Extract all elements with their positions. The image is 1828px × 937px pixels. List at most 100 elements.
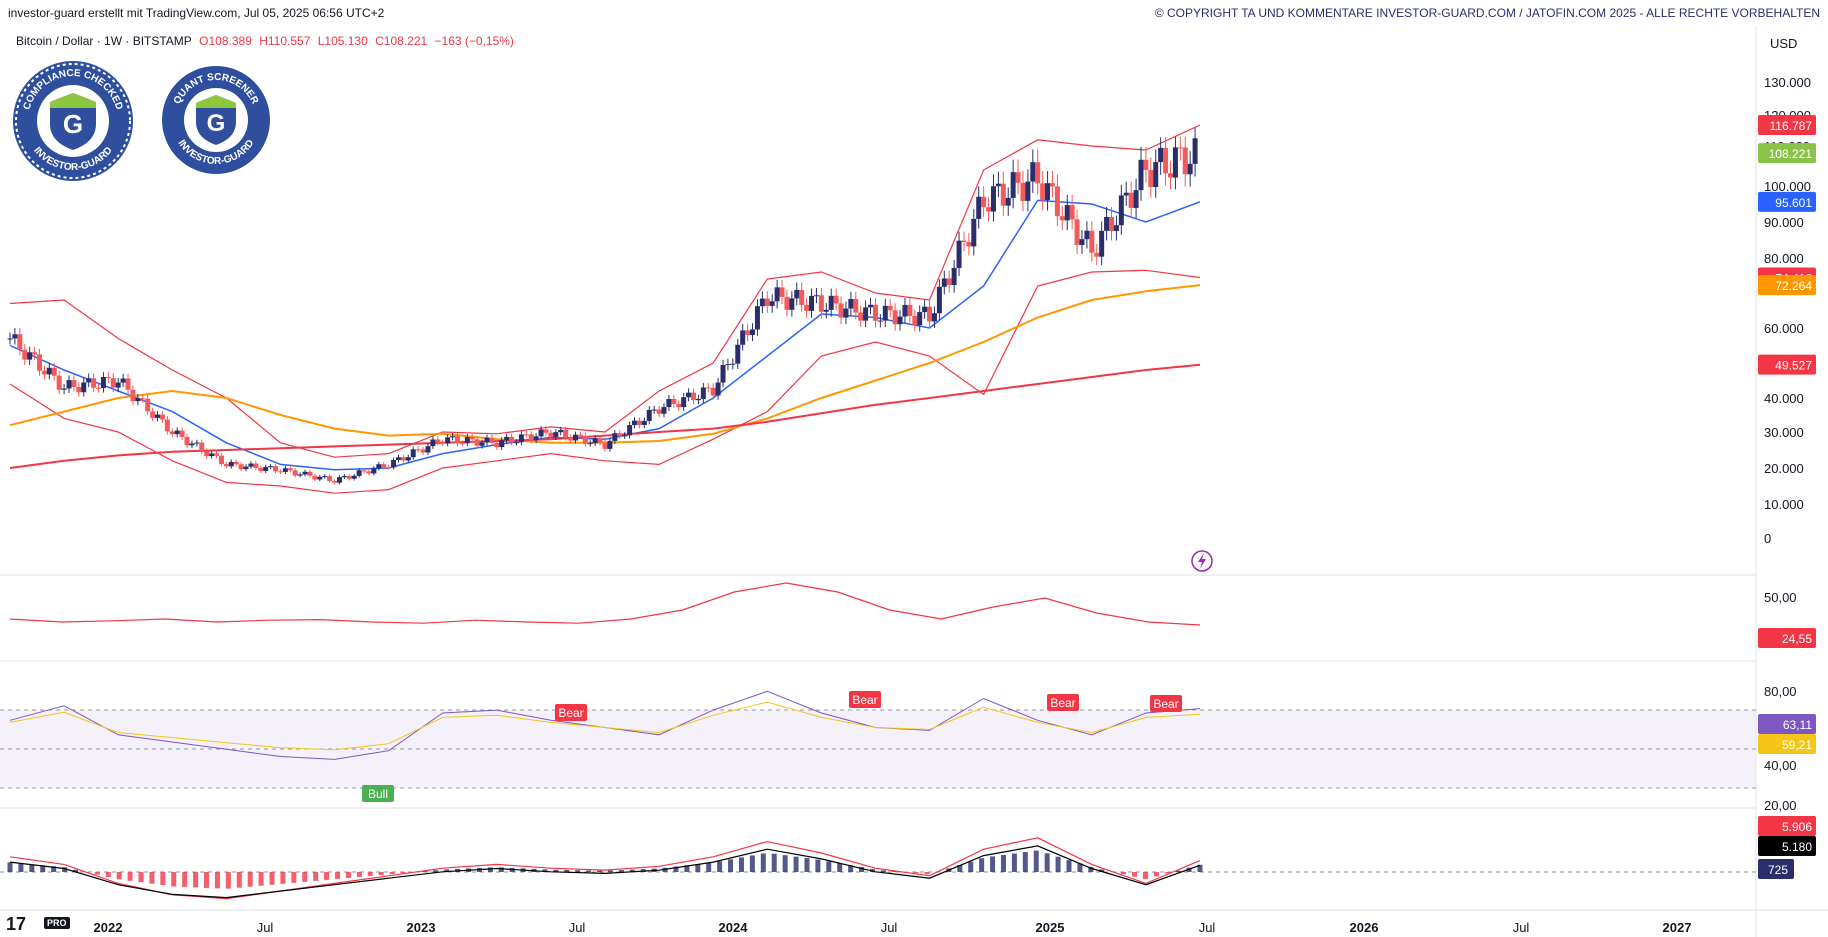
macd-histogram-bar xyxy=(859,867,865,872)
candle-body xyxy=(705,387,711,389)
candle-body xyxy=(976,196,982,219)
series-line-ma-20 xyxy=(9,199,1201,471)
candle-body xyxy=(1045,183,1051,201)
candle-body xyxy=(572,434,578,441)
candle-body xyxy=(100,376,106,389)
candle-body xyxy=(292,470,298,476)
candle-body xyxy=(720,364,726,383)
macd-pane[interactable]: 5.906 5.180 725 xyxy=(0,816,1816,900)
time-tick-label: 2024 xyxy=(719,920,749,935)
time-axis[interactable]: 2022 Jul 2023 Jul 2024 Jul 2025 Jul 2026 Jul 2027 xyxy=(94,920,1692,935)
candle-body xyxy=(312,475,318,480)
candle-body xyxy=(931,313,937,322)
candle-body xyxy=(135,398,141,402)
symbol-name[interactable]: Bitcoin / Dollar · 1W · BITSTAMP xyxy=(16,34,192,48)
candle-body xyxy=(17,334,23,350)
candle-body xyxy=(1172,147,1178,178)
candle-body xyxy=(548,432,554,437)
price-unit-label[interactable]: USD xyxy=(1770,36,1797,51)
price-tick-label: 0 xyxy=(1764,531,1771,546)
main-price-pane[interactable] xyxy=(7,124,1201,494)
candle-body xyxy=(253,463,259,468)
candle-body xyxy=(922,306,928,313)
candle-body xyxy=(794,289,800,299)
macd-histogram-bar xyxy=(258,872,264,886)
macd-histogram-bar xyxy=(1099,869,1105,872)
volatility-pane[interactable]: 50,00 24,55 xyxy=(9,582,1816,648)
candle-body xyxy=(356,470,362,476)
candle-body xyxy=(818,295,824,312)
price-label: 49.527 xyxy=(1775,359,1812,373)
macd-histogram-bar xyxy=(1121,872,1127,875)
candle-body xyxy=(125,378,131,390)
macd-histogram-bar xyxy=(1197,864,1203,872)
macd-histogram-bar xyxy=(990,856,996,872)
candle-body xyxy=(1084,230,1090,240)
macd-histogram-bar xyxy=(1088,866,1094,872)
rsi-pane[interactable]: 80,00 40,00 20,00 63,11 59,21 Bull Bear Bear Bea… xyxy=(0,684,1816,813)
candle-body xyxy=(1035,162,1041,184)
candle-body xyxy=(120,378,126,383)
candle-body xyxy=(1148,170,1154,187)
candle-body xyxy=(420,449,426,453)
candle-body xyxy=(656,409,662,414)
candle-body xyxy=(627,425,633,436)
macd-histogram-bar xyxy=(62,867,68,872)
candle-body xyxy=(523,434,529,436)
macd-histogram-bar xyxy=(389,872,395,875)
candle-body xyxy=(877,320,883,322)
candle-body xyxy=(779,287,785,297)
macd-histogram-bar xyxy=(291,872,297,883)
candle-body xyxy=(897,316,903,325)
candle-body xyxy=(440,442,446,444)
candle-body xyxy=(243,466,249,470)
candle-body xyxy=(602,442,608,449)
candle-body xyxy=(317,476,323,480)
candle-body xyxy=(218,455,224,465)
candle-body xyxy=(484,437,490,443)
candle-body xyxy=(1089,230,1095,253)
candle-body xyxy=(81,382,87,393)
candle-body xyxy=(430,439,436,447)
price-axis[interactable]: 130.000120.000110.000100.00090.00080.000… xyxy=(1758,36,1816,546)
candle-body xyxy=(248,463,254,467)
macd-histogram-bar xyxy=(498,867,504,872)
time-tick-label: 2023 xyxy=(407,920,436,935)
series-line-lower-bb xyxy=(9,269,1201,494)
candle-body xyxy=(361,470,367,472)
candle-body xyxy=(686,392,692,398)
candle-body xyxy=(568,437,574,441)
candle-body xyxy=(164,419,170,432)
candle-body xyxy=(971,218,977,247)
candle-body xyxy=(204,450,210,457)
candle-body xyxy=(1163,147,1169,174)
rsi-tick-label: 80,00 xyxy=(1764,684,1797,699)
candle-body xyxy=(735,344,741,364)
tradingview-logo[interactable]: 17 xyxy=(6,914,27,934)
candle-body xyxy=(41,370,47,375)
macd-histogram-bar xyxy=(1153,872,1159,877)
candle-body xyxy=(833,295,839,304)
price-label-bg xyxy=(1758,354,1816,375)
candle-body xyxy=(509,436,515,443)
lightning-icon[interactable] xyxy=(1191,550,1213,572)
macd-histogram-bar xyxy=(269,872,275,885)
candle-body xyxy=(1074,219,1080,245)
candle-body xyxy=(459,443,465,445)
macd-histogram-bar xyxy=(891,871,897,872)
candle-body xyxy=(946,278,952,286)
series-line-ma-100 xyxy=(9,284,1201,444)
symbol-info[interactable]: Bitcoin / Dollar · 1W · BITSTAMP O108.38… xyxy=(16,34,518,48)
candle-body xyxy=(809,295,815,311)
macd-histogram-bar xyxy=(225,872,231,889)
macd-histogram-bar xyxy=(367,872,373,877)
bear-signal-label: Bear xyxy=(1050,696,1075,710)
bear-signal-tag xyxy=(1047,694,1079,711)
price-tick-label: 100.000 xyxy=(1764,179,1811,194)
candle-body xyxy=(391,459,397,468)
macd-signal-line xyxy=(9,845,1201,899)
candle-body xyxy=(282,468,288,472)
candle-body xyxy=(184,437,190,446)
macd-histogram-bar xyxy=(749,855,755,872)
